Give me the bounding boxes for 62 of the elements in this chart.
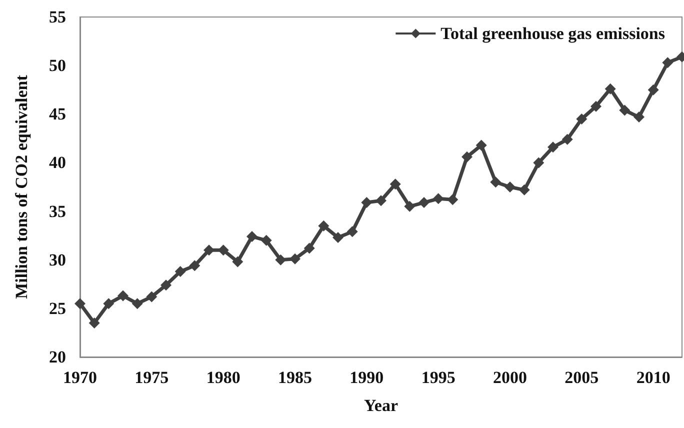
point — [634, 112, 644, 123]
point — [648, 84, 659, 96]
point — [174, 266, 186, 278]
x-tick-label: 1995 — [421, 368, 456, 387]
y-tick-label: 25 — [49, 298, 66, 318]
x-tick-label: 1990 — [350, 368, 384, 387]
y-tick-label: 50 — [49, 56, 66, 76]
point — [432, 193, 444, 204]
y-tick-label: 30 — [49, 250, 66, 270]
point — [118, 290, 128, 302]
point — [576, 114, 588, 124]
point — [74, 298, 86, 310]
point — [160, 280, 172, 291]
point — [619, 104, 630, 116]
point — [390, 178, 401, 190]
point — [418, 197, 430, 208]
point — [189, 260, 200, 272]
point — [562, 134, 573, 145]
point — [132, 298, 143, 310]
point — [103, 298, 114, 310]
point — [662, 57, 674, 68]
point — [376, 195, 386, 206]
x-tick-label: 2000 — [493, 368, 527, 387]
x-axis-title: Year — [364, 396, 398, 415]
point — [447, 194, 458, 206]
y-tick-label: 20 — [49, 348, 66, 366]
x-tick-label: 2010 — [636, 368, 670, 387]
y-axis-title: Million tons of CO2 equivalent — [12, 74, 31, 299]
point — [548, 142, 558, 153]
point — [404, 200, 416, 212]
point — [146, 291, 158, 302]
y-tick-label: 35 — [49, 202, 66, 221]
point — [232, 256, 244, 268]
legend-label: Total greenhouse gas emissions — [440, 24, 666, 43]
point — [318, 220, 330, 232]
point — [504, 182, 516, 192]
point — [462, 151, 472, 162]
point — [361, 197, 372, 208]
point — [604, 83, 616, 94]
point — [275, 254, 286, 266]
x-tick-label: 1980 — [206, 368, 240, 387]
x-tick-label: 1985 — [278, 368, 312, 387]
point — [246, 231, 258, 242]
y-tick-label: 55 — [49, 8, 66, 26]
y-tick-label: 45 — [49, 104, 66, 124]
point — [204, 244, 214, 256]
x-tick-label: 1970 — [63, 368, 97, 387]
point — [476, 140, 487, 151]
point — [304, 242, 315, 254]
point — [218, 244, 229, 256]
point — [490, 176, 502, 188]
y-tick-label: 40 — [49, 153, 66, 172]
point — [533, 157, 544, 168]
point — [590, 100, 602, 112]
point — [88, 318, 100, 328]
point — [290, 253, 300, 264]
point — [332, 232, 344, 244]
x-tick-label: 2005 — [564, 368, 599, 387]
point — [260, 234, 272, 246]
x-tick-label: 1975 — [134, 368, 169, 387]
point — [518, 184, 530, 196]
point — [346, 226, 358, 238]
